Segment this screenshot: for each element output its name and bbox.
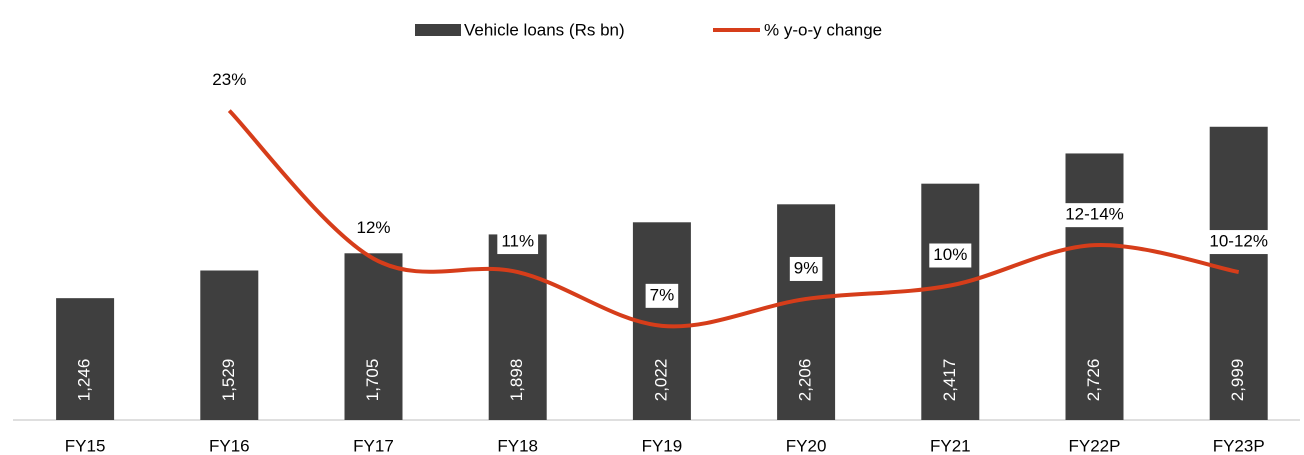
bar-label: 1,246 (75, 359, 94, 402)
line-label: 10% (933, 245, 967, 264)
x-tick-label: FY22P (1069, 436, 1121, 455)
bar (1209, 126, 1268, 421)
x-tick-label: FY16 (209, 436, 250, 455)
line-label: 10-12% (1209, 232, 1268, 251)
label-background (352, 216, 395, 241)
legend-swatch (415, 24, 461, 36)
x-tick-label: FY17 (353, 436, 394, 455)
x-tick-label: FY20 (786, 436, 827, 455)
bar-label: 1,705 (363, 359, 382, 402)
x-tick-label: FY15 (65, 436, 106, 455)
line-label: 12-14% (1065, 205, 1124, 224)
bar (488, 234, 547, 420)
x-tick-label: FY21 (930, 436, 971, 455)
bar-label: 2,726 (1084, 359, 1103, 402)
bar (344, 253, 403, 420)
label-background (1205, 230, 1273, 255)
legend-label: Vehicle loans (Rs bn) (464, 20, 625, 39)
bar (1065, 153, 1124, 421)
x-tick-label: FY18 (497, 436, 538, 455)
label-background (789, 256, 823, 281)
label-background (929, 243, 972, 268)
label-background (1061, 203, 1128, 228)
bar-label: 2,206 (796, 359, 815, 402)
x-tick-label: FY23P (1213, 436, 1265, 455)
label-background (497, 230, 539, 255)
bar-label: 2,417 (940, 359, 959, 402)
line-label: 23% (212, 70, 246, 89)
bar-label: 2,999 (1228, 359, 1247, 402)
bar (921, 183, 980, 420)
line-label: 9% (794, 258, 819, 277)
bar (200, 270, 259, 420)
bar (56, 298, 115, 420)
bar-label: 2,022 (651, 359, 670, 402)
line-label: 7% (650, 285, 675, 304)
bar-label: 1,898 (507, 359, 526, 402)
label-background (645, 283, 679, 308)
line-label: 11% (501, 232, 534, 251)
x-tick-label: FY19 (642, 436, 683, 455)
line-label: 12% (356, 218, 390, 237)
bar (777, 204, 836, 420)
bar-label: 1,529 (219, 359, 238, 402)
label-background (208, 68, 251, 93)
line (227, 109, 1240, 329)
legend-label: % y-o-y change (764, 20, 882, 39)
